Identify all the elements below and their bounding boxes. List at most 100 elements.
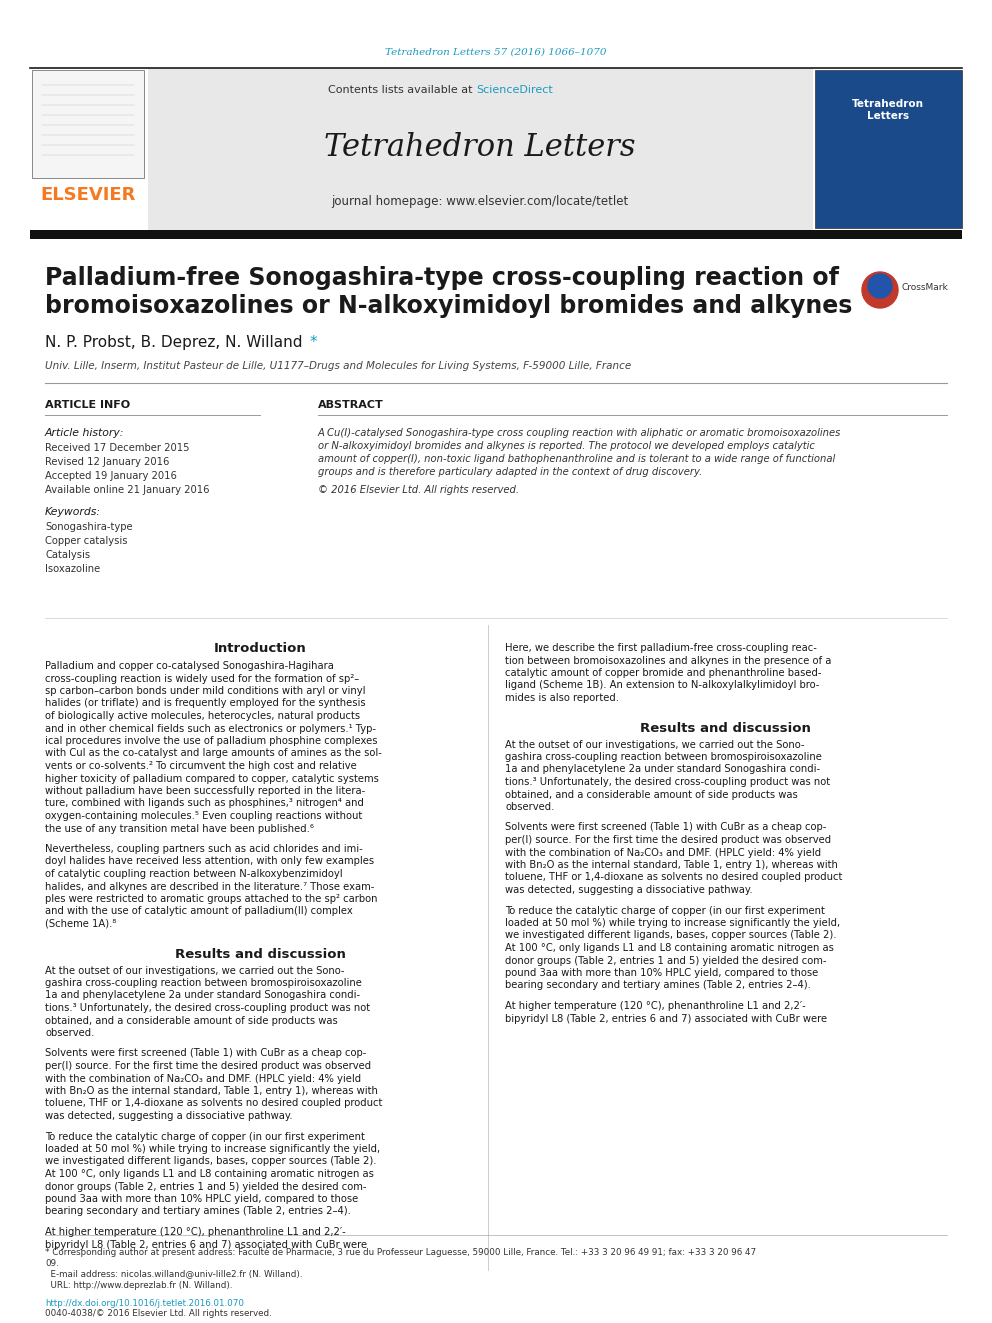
Text: E-mail address: nicolas.willand@univ-lille2.fr (N. Willand).: E-mail address: nicolas.willand@univ-lil… xyxy=(45,1270,303,1278)
Text: tions.³ Unfortunately, the desired cross-coupling product was not: tions.³ Unfortunately, the desired cross… xyxy=(505,777,830,787)
Text: bearing secondary and tertiary amines (Table 2, entries 2–4).: bearing secondary and tertiary amines (T… xyxy=(505,980,810,991)
Text: Results and discussion: Results and discussion xyxy=(175,949,345,960)
Text: Tetrahedron Letters 57 (2016) 1066–1070: Tetrahedron Letters 57 (2016) 1066–1070 xyxy=(385,48,607,57)
Text: At higher temperature (120 °C), phenanthroline L1 and 2,2′-: At higher temperature (120 °C), phenanth… xyxy=(505,1002,806,1011)
Text: gashira cross-coupling reaction between bromospiroisoxazoline: gashira cross-coupling reaction between … xyxy=(45,978,362,988)
Text: *: * xyxy=(310,335,317,349)
Text: of biologically active molecules, heterocycles, natural products: of biologically active molecules, hetero… xyxy=(45,710,360,721)
Text: sp carbon–carbon bonds under mild conditions with aryl or vinyl: sp carbon–carbon bonds under mild condit… xyxy=(45,687,365,696)
Text: was detected, suggesting a dissociative pathway.: was detected, suggesting a dissociative … xyxy=(45,1111,293,1121)
Circle shape xyxy=(862,273,898,308)
Text: At the outset of our investigations, we carried out the Sono-: At the outset of our investigations, we … xyxy=(505,740,805,750)
Bar xyxy=(30,230,962,239)
Text: bearing secondary and tertiary amines (Table 2, entries 2–4).: bearing secondary and tertiary amines (T… xyxy=(45,1207,351,1217)
Text: vents or co-solvents.² To circumvent the high cost and relative: vents or co-solvents.² To circumvent the… xyxy=(45,761,357,771)
Text: per(I) source. For the first time the desired product was observed: per(I) source. For the first time the de… xyxy=(45,1061,371,1072)
Text: At 100 °C, only ligands L1 and L8 containing aromatic nitrogen as: At 100 °C, only ligands L1 and L8 contai… xyxy=(505,943,834,953)
Text: (Scheme 1A).⁸: (Scheme 1A).⁸ xyxy=(45,919,116,929)
Text: doyl halides have received less attention, with only few examples: doyl halides have received less attentio… xyxy=(45,856,374,867)
Text: N. P. Probst, B. Deprez, N. Willand: N. P. Probst, B. Deprez, N. Willand xyxy=(45,335,308,349)
Text: donor groups (Table 2, entries 1 and 5) yielded the desired com-: donor groups (Table 2, entries 1 and 5) … xyxy=(505,955,826,966)
Text: was detected, suggesting a dissociative pathway.: was detected, suggesting a dissociative … xyxy=(505,885,753,894)
Bar xyxy=(32,70,144,179)
Text: Introduction: Introduction xyxy=(213,642,307,655)
Text: bipyridyl L8 (Table 2, entries 6 and 7) associated with CuBr were: bipyridyl L8 (Table 2, entries 6 and 7) … xyxy=(505,1013,827,1024)
Text: Palladium-free Sonogashira-type cross-coupling reaction of: Palladium-free Sonogashira-type cross-co… xyxy=(45,266,839,290)
Text: bipyridyl L8 (Table 2, entries 6 and 7) associated with CuBr were: bipyridyl L8 (Table 2, entries 6 and 7) … xyxy=(45,1240,367,1249)
Text: At 100 °C, only ligands L1 and L8 containing aromatic nitrogen as: At 100 °C, only ligands L1 and L8 contai… xyxy=(45,1170,374,1179)
Text: with Bn₂O as the internal standard, Table 1, entry 1), whereas with: with Bn₂O as the internal standard, Tabl… xyxy=(45,1086,378,1095)
Text: journal homepage: www.elsevier.com/locate/tetlet: journal homepage: www.elsevier.com/locat… xyxy=(331,196,629,209)
Text: ture, combined with ligands such as phosphines,³ nitrogen⁴ and: ture, combined with ligands such as phos… xyxy=(45,799,364,808)
Text: Univ. Lille, Inserm, Institut Pasteur de Lille, U1177–Drugs and Molecules for Li: Univ. Lille, Inserm, Institut Pasteur de… xyxy=(45,361,631,370)
Text: ELSEVIER: ELSEVIER xyxy=(41,187,136,204)
Text: * Corresponding author at present address: Faculté de Pharmacie, 3 rue du Profes: * Corresponding author at present addres… xyxy=(45,1248,756,1257)
Text: observed.: observed. xyxy=(505,802,555,812)
Text: we investigated different ligands, bases, copper sources (Table 2).: we investigated different ligands, bases… xyxy=(45,1156,377,1167)
Text: catalytic amount of copper bromide and phenanthroline based-: catalytic amount of copper bromide and p… xyxy=(505,668,821,677)
Text: cross-coupling reaction is widely used for the formation of sp²–: cross-coupling reaction is widely used f… xyxy=(45,673,359,684)
Text: toluene, THF or 1,4-dioxane as solvents no desired coupled product: toluene, THF or 1,4-dioxane as solvents … xyxy=(505,872,842,882)
Text: Nevertheless, coupling partners such as acid chlorides and imi-: Nevertheless, coupling partners such as … xyxy=(45,844,363,855)
Text: ARTICLE INFO: ARTICLE INFO xyxy=(45,400,130,410)
Text: ABSTRACT: ABSTRACT xyxy=(318,400,384,410)
Text: the use of any transition metal have been published.⁶: the use of any transition metal have bee… xyxy=(45,823,313,833)
Text: observed.: observed. xyxy=(45,1028,94,1039)
Text: ScienceDirect: ScienceDirect xyxy=(476,85,553,95)
Text: URL: http://www.deprezlab.fr (N. Willand).: URL: http://www.deprezlab.fr (N. Willand… xyxy=(45,1281,232,1290)
Text: pound 3aa with more than 10% HPLC yield, compared to those: pound 3aa with more than 10% HPLC yield,… xyxy=(505,968,818,978)
Text: 0040-4038/© 2016 Elsevier Ltd. All rights reserved.: 0040-4038/© 2016 Elsevier Ltd. All right… xyxy=(45,1310,272,1319)
Text: tion between bromoisoxazolines and alkynes in the presence of a: tion between bromoisoxazolines and alkyn… xyxy=(505,655,831,665)
Text: and with the use of catalytic amount of palladium(II) complex: and with the use of catalytic amount of … xyxy=(45,906,353,917)
Text: Isoxazoline: Isoxazoline xyxy=(45,564,100,574)
Text: bromoisoxazolines or N-alkoxyimidoyl bromides and alkynes: bromoisoxazolines or N-alkoxyimidoyl bro… xyxy=(45,294,852,318)
Text: halides (or triflate) and is frequently employed for the synthesis: halides (or triflate) and is frequently … xyxy=(45,699,366,709)
Text: Available online 21 January 2016: Available online 21 January 2016 xyxy=(45,486,209,495)
Text: ical procedures involve the use of palladium phosphine complexes: ical procedures involve the use of palla… xyxy=(45,736,378,746)
Text: Here, we describe the first palladium-free cross-coupling reac-: Here, we describe the first palladium-fr… xyxy=(505,643,816,654)
Text: with CuI as the co-catalyst and large amounts of amines as the sol-: with CuI as the co-catalyst and large am… xyxy=(45,749,382,758)
Text: 1a and phenylacetylene 2a under standard Sonogashira condi-: 1a and phenylacetylene 2a under standard… xyxy=(45,991,360,1000)
Text: groups and is therefore particulary adapted in the context of drug discovery.: groups and is therefore particulary adap… xyxy=(318,467,702,478)
Text: toluene, THF or 1,4-dioxane as solvents no desired coupled product: toluene, THF or 1,4-dioxane as solvents … xyxy=(45,1098,382,1109)
Bar xyxy=(148,67,813,230)
Text: or N-alkoxyimidoyl bromides and alkynes is reported. The protocol we developed e: or N-alkoxyimidoyl bromides and alkynes … xyxy=(318,441,814,451)
Text: loaded at 50 mol %) while trying to increase significantly the yield,: loaded at 50 mol %) while trying to incr… xyxy=(505,918,840,927)
Text: http://dx.doi.org/10.1016/j.tetlet.2016.01.070: http://dx.doi.org/10.1016/j.tetlet.2016.… xyxy=(45,1298,244,1307)
Text: Revised 12 January 2016: Revised 12 January 2016 xyxy=(45,456,170,467)
Text: Solvents were first screened (Table 1) with CuBr as a cheap cop-: Solvents were first screened (Table 1) w… xyxy=(505,823,826,832)
Text: per(I) source. For the first time the desired product was observed: per(I) source. For the first time the de… xyxy=(505,835,831,845)
Text: obtained, and a considerable amount of side products was: obtained, and a considerable amount of s… xyxy=(45,1016,337,1025)
Text: To reduce the catalytic charge of copper (in our first experiment: To reduce the catalytic charge of copper… xyxy=(45,1131,365,1142)
Text: 1a and phenylacetylene 2a under standard Sonogashira condi-: 1a and phenylacetylene 2a under standard… xyxy=(505,765,820,774)
Text: Contents lists available at: Contents lists available at xyxy=(328,85,476,95)
Text: pound 3aa with more than 10% HPLC yield, compared to those: pound 3aa with more than 10% HPLC yield,… xyxy=(45,1193,358,1204)
Text: Solvents were first screened (Table 1) with CuBr as a cheap cop-: Solvents were first screened (Table 1) w… xyxy=(45,1049,366,1058)
Text: obtained, and a considerable amount of side products was: obtained, and a considerable amount of s… xyxy=(505,790,798,799)
Text: Sonogashira-type: Sonogashira-type xyxy=(45,523,133,532)
Text: tions.³ Unfortunately, the desired cross-coupling product was not: tions.³ Unfortunately, the desired cross… xyxy=(45,1003,370,1013)
Text: Palladium and copper co-catalysed Sonogashira-Hagihara: Palladium and copper co-catalysed Sonoga… xyxy=(45,662,334,671)
Text: Catalysis: Catalysis xyxy=(45,550,90,560)
Text: Accepted 19 January 2016: Accepted 19 January 2016 xyxy=(45,471,177,482)
Bar xyxy=(815,70,962,228)
Text: Results and discussion: Results and discussion xyxy=(640,722,810,736)
Text: A Cu(I)-catalysed Sonogashira-type cross coupling reaction with aliphatic or aro: A Cu(I)-catalysed Sonogashira-type cross… xyxy=(318,429,841,438)
Text: without palladium have been successfully reported in the litera-: without palladium have been successfully… xyxy=(45,786,365,796)
Text: and in other chemical fields such as electronics or polymers.¹ Typ-: and in other chemical fields such as ele… xyxy=(45,724,376,733)
Text: Article history:: Article history: xyxy=(45,429,124,438)
Text: Tetrahedron Letters: Tetrahedron Letters xyxy=(324,132,636,164)
Text: 09.: 09. xyxy=(45,1258,59,1267)
Text: of catalytic coupling reaction between N-alkoxybenzimidoyl: of catalytic coupling reaction between N… xyxy=(45,869,342,878)
Text: Received 17 December 2015: Received 17 December 2015 xyxy=(45,443,189,452)
Text: ples were restricted to aromatic groups attached to the sp² carbon: ples were restricted to aromatic groups … xyxy=(45,894,378,904)
Text: To reduce the catalytic charge of copper (in our first experiment: To reduce the catalytic charge of copper… xyxy=(505,905,825,916)
Text: oxygen-containing molecules.⁵ Even coupling reactions without: oxygen-containing molecules.⁵ Even coupl… xyxy=(45,811,362,822)
Text: © 2016 Elsevier Ltd. All rights reserved.: © 2016 Elsevier Ltd. All rights reserved… xyxy=(318,486,519,495)
Text: donor groups (Table 2, entries 1 and 5) yielded the desired com-: donor groups (Table 2, entries 1 and 5) … xyxy=(45,1181,366,1192)
Text: Keywords:: Keywords: xyxy=(45,507,101,517)
Text: loaded at 50 mol %) while trying to increase significantly the yield,: loaded at 50 mol %) while trying to incr… xyxy=(45,1144,380,1154)
Text: halides, and alkynes are described in the literature.⁷ Those exam-: halides, and alkynes are described in th… xyxy=(45,881,374,892)
Text: At higher temperature (120 °C), phenanthroline L1 and 2,2′-: At higher temperature (120 °C), phenanth… xyxy=(45,1226,346,1237)
Text: At the outset of our investigations, we carried out the Sono-: At the outset of our investigations, we … xyxy=(45,966,344,975)
